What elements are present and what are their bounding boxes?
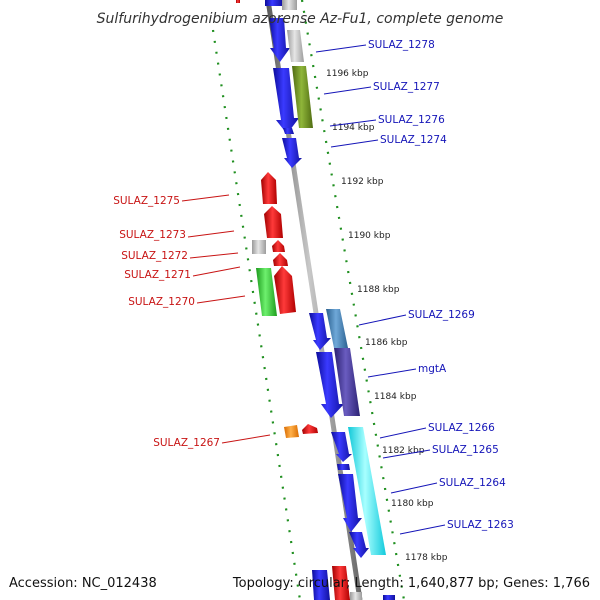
- gene-features: [236, 0, 395, 600]
- gene-arrow-sulaz-1274[interactable]: [282, 138, 302, 168]
- gene-label-sulaz-1273[interactable]: SULAZ_1273: [119, 229, 186, 241]
- gene-arrow-bottom-clipped-red[interactable]: [332, 566, 350, 600]
- gene-arrow-bottom-clipped-blue[interactable]: [312, 570, 330, 600]
- tick-label-1194: 1194 kbp: [332, 123, 375, 133]
- gene-box-sulaz-1278[interactable]: [287, 30, 304, 62]
- map-title: Sulfurihydrogenibium azorense Az-Fu1, co…: [97, 11, 504, 27]
- gene-label-sulaz-1267[interactable]: SULAZ_1267: [153, 437, 220, 449]
- gene-fragment-blue-bottom[interactable]: [383, 595, 395, 600]
- gene-arrow-sulaz-1272[interactable]: [272, 240, 285, 252]
- tick-label-1178: 1178 kbp: [405, 553, 448, 563]
- gene-arrow-top-clipped[interactable]: [265, 0, 283, 6]
- ring-outer-dots: [300, 0, 406, 600]
- gene-box-sulaz-1272[interactable]: [252, 240, 266, 254]
- gene-box-mgta[interactable]: [334, 348, 360, 416]
- gene-arrow-mgta[interactable]: [316, 352, 344, 418]
- tick-label-1184: 1184 kbp: [374, 392, 417, 402]
- tick-label-1186: 1186 kbp: [365, 338, 408, 348]
- gene-arrow-sulaz-1267-red[interactable]: [302, 424, 318, 434]
- tick-label-1182: 1182 kbp: [382, 446, 425, 456]
- genome-summary-text: Topology: circular; Length: 1,640,877 bp…: [232, 576, 590, 591]
- tick-labels: 1196 kbp 1194 kbp 1192 kbp 1190 kbp 1188…: [326, 69, 448, 563]
- gene-label-mgta[interactable]: mgtA: [418, 363, 447, 375]
- gene-label-sulaz-1277[interactable]: SULAZ_1277: [373, 81, 440, 93]
- tick-label-1188: 1188 kbp: [357, 285, 400, 295]
- gene-label-sulaz-1263[interactable]: SULAZ_1263: [447, 519, 514, 531]
- gene-label-sulaz-1278[interactable]: SULAZ_1278: [368, 39, 435, 51]
- gene-label-sulaz-1264[interactable]: SULAZ_1264: [439, 477, 506, 489]
- gene-label-sulaz-1272[interactable]: SULAZ_1272: [121, 250, 188, 262]
- tick-label-1190: 1190 kbp: [348, 231, 391, 241]
- tick-label-1180: 1180 kbp: [391, 499, 434, 509]
- gene-box-sulaz-1267[interactable]: [284, 425, 299, 438]
- reverse-label-leaders: [181, 194, 271, 444]
- gene-arrow-sulaz-1266[interactable]: [331, 432, 352, 462]
- gene-label-sulaz-1274[interactable]: SULAZ_1274: [380, 134, 447, 146]
- gene-box-sulaz-1270[interactable]: [256, 268, 277, 316]
- gene-label-sulaz-1266[interactable]: SULAZ_1266: [428, 422, 495, 434]
- gene-arrow-sulaz-1273[interactable]: [264, 206, 283, 238]
- gene-arrow-sulaz-1269[interactable]: [309, 313, 331, 350]
- gene-box-sulaz-1269[interactable]: [326, 309, 348, 348]
- gene-arrow-sulaz-1278[interactable]: [269, 18, 290, 62]
- gene-arrow-sulaz-1263[interactable]: [349, 532, 369, 558]
- gene-box-sulaz-1277[interactable]: [292, 66, 313, 128]
- tick-label-1196: 1196 kbp: [326, 69, 369, 79]
- gene-arrow-sulaz-1276[interactable]: [283, 128, 294, 134]
- gene-label-sulaz-1269[interactable]: SULAZ_1269: [408, 309, 475, 321]
- accession-text: Accession: NC_012438: [9, 576, 157, 591]
- gene-box-sulaz-1264[interactable]: [348, 427, 386, 555]
- gene-fragment-grey-top[interactable]: [282, 0, 297, 10]
- gene-label-sulaz-1270[interactable]: SULAZ_1270: [128, 296, 195, 308]
- gene-label-sulaz-1275[interactable]: SULAZ_1275: [113, 195, 180, 207]
- forward-label-leaders: [315, 44, 446, 535]
- tick-label-1192: 1192 kbp: [341, 177, 384, 187]
- gene-arrow-sulaz-1270[interactable]: [274, 266, 296, 314]
- gene-arrow-sulaz-1275[interactable]: [261, 172, 277, 204]
- gene-arrow-sulaz-1265[interactable]: [337, 464, 350, 470]
- gene-label-sulaz-1271[interactable]: SULAZ_1271: [124, 269, 191, 281]
- reverse-gene-labels: SULAZ_1275 SULAZ_1273 SULAZ_1272 SULAZ_1…: [113, 195, 220, 449]
- forward-gene-labels: SULAZ_1278 SULAZ_1277 SULAZ_1276 SULAZ_1…: [368, 39, 514, 531]
- gene-arrow-sulaz-1277[interactable]: [273, 68, 299, 134]
- gene-fragment-grey-bottom[interactable]: [350, 592, 362, 600]
- gene-label-sulaz-1276[interactable]: SULAZ_1276: [378, 114, 445, 126]
- gene-fragment-red-top[interactable]: [236, 0, 240, 3]
- gene-label-sulaz-1265[interactable]: SULAZ_1265: [432, 444, 499, 456]
- gene-arrow-sulaz-1271[interactable]: [273, 253, 288, 266]
- gene-arrow-sulaz-1264[interactable]: [338, 474, 362, 532]
